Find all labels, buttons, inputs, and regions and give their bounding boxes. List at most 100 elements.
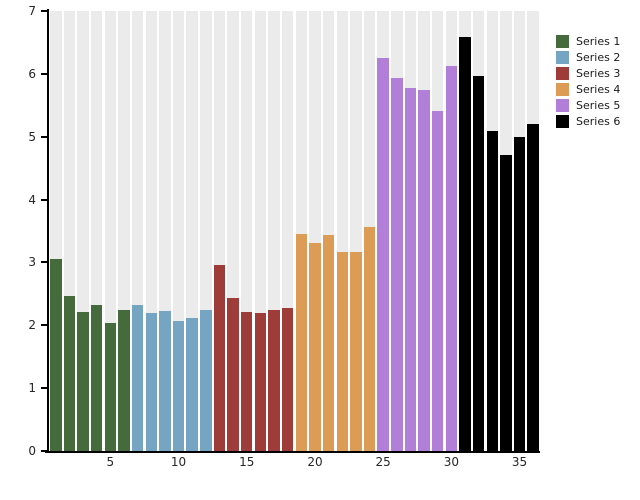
bar xyxy=(91,304,103,451)
background-band xyxy=(200,11,212,451)
background-band xyxy=(281,11,294,451)
background-band xyxy=(91,11,103,451)
bar xyxy=(281,307,294,451)
bar xyxy=(227,298,239,451)
bar xyxy=(445,66,458,451)
legend: Series 1 Series 2 Series 3 Series 4 Series 5… xyxy=(556,33,620,129)
legend-label: Series 3 xyxy=(576,66,621,80)
background-band xyxy=(104,11,117,451)
bar xyxy=(241,312,253,451)
background-band xyxy=(186,11,198,451)
background-band xyxy=(77,11,89,451)
background-band xyxy=(50,11,62,451)
y-tick-label: 2 xyxy=(28,318,36,333)
x-axis-line xyxy=(45,451,540,453)
bar xyxy=(431,110,444,451)
background-band xyxy=(268,11,280,451)
x-tick-label: 5 xyxy=(106,455,115,469)
bar xyxy=(404,88,417,451)
legend-label: Series 5 xyxy=(576,98,621,112)
legend-swatch xyxy=(556,114,569,128)
bar xyxy=(131,305,144,451)
legend-item: Series 6 xyxy=(556,113,620,129)
bar xyxy=(77,312,89,451)
y-axis-line xyxy=(47,9,49,453)
y-tick xyxy=(41,72,47,75)
bar xyxy=(391,78,403,451)
bar xyxy=(377,58,389,451)
background-band xyxy=(254,11,267,451)
background-band xyxy=(118,11,130,451)
y-tick-label: 4 xyxy=(28,192,36,207)
legend-swatch xyxy=(556,82,569,96)
bar xyxy=(459,36,471,451)
bar xyxy=(527,124,539,451)
x-tick-label: 15 xyxy=(239,455,255,469)
background-band xyxy=(309,11,321,451)
background-band xyxy=(322,11,335,451)
bar xyxy=(145,312,157,451)
legend-swatch xyxy=(556,98,569,112)
bar xyxy=(63,296,76,451)
bar xyxy=(513,137,526,451)
bar xyxy=(486,131,498,451)
bar xyxy=(172,320,185,451)
legend-swatch xyxy=(556,66,569,80)
y-tick-label: 6 xyxy=(28,66,36,81)
x-tick-label: 25 xyxy=(375,455,391,469)
bar xyxy=(500,154,512,451)
x-tick-label: 35 xyxy=(511,455,528,469)
bar xyxy=(295,234,308,451)
y-tick xyxy=(41,10,47,12)
background-band xyxy=(213,11,226,451)
legend-item: Series 1 xyxy=(556,33,620,49)
bar xyxy=(200,310,212,451)
y-tick xyxy=(41,324,47,327)
y-tick xyxy=(41,198,47,201)
bar xyxy=(322,235,335,451)
x-tick-label: 30 xyxy=(443,455,459,469)
legend-label: Series 4 xyxy=(576,82,621,96)
x-tick-label: 10 xyxy=(170,455,187,469)
y-tick xyxy=(41,135,47,138)
legend-item: Series 3 xyxy=(556,65,620,81)
y-tick-label: 5 xyxy=(28,129,36,144)
bar xyxy=(213,264,226,451)
bar xyxy=(254,313,267,451)
bar xyxy=(336,252,348,451)
y-tick-label: 0 xyxy=(28,444,36,458)
legend-swatch xyxy=(556,50,569,64)
background-band xyxy=(295,11,308,451)
y-tick xyxy=(41,261,47,264)
background-band xyxy=(172,11,185,451)
legend-label: Series 6 xyxy=(576,114,621,128)
bar xyxy=(104,322,117,451)
bar xyxy=(159,311,171,451)
background-band xyxy=(350,11,362,451)
legend-item: Series 5 xyxy=(556,97,620,113)
bar xyxy=(186,317,198,451)
bar xyxy=(350,252,362,451)
bar xyxy=(268,310,280,451)
y-tick xyxy=(41,387,47,390)
y-tick xyxy=(41,450,47,452)
background-band xyxy=(131,11,144,451)
background-band xyxy=(241,11,253,451)
legend-item: Series 4 xyxy=(556,81,620,97)
legend-item: Series 2 xyxy=(556,49,620,65)
background-band xyxy=(63,11,76,451)
legend-label: Series 2 xyxy=(576,50,621,64)
legend-label: Series 1 xyxy=(576,34,621,48)
y-tick-label: 3 xyxy=(28,255,36,270)
background-band xyxy=(227,11,239,451)
bar xyxy=(418,90,430,451)
bar xyxy=(118,309,130,451)
bar xyxy=(309,242,321,451)
y-tick-label: 7 xyxy=(28,4,36,18)
background-band xyxy=(336,11,348,451)
legend-swatch xyxy=(556,34,569,48)
background-band xyxy=(159,11,171,451)
y-tick-label: 1 xyxy=(28,381,36,396)
bar xyxy=(472,75,485,451)
